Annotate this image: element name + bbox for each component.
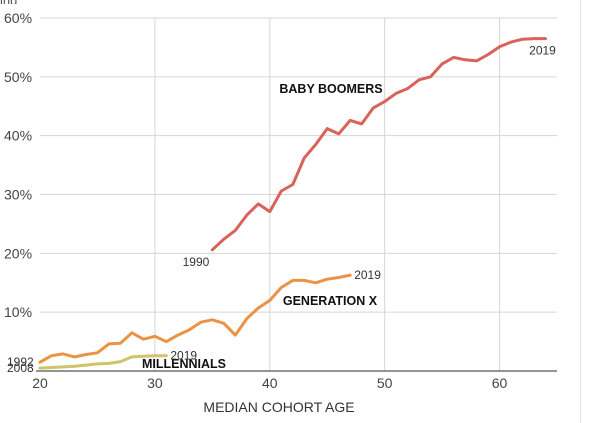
y-tick-label: 60% (4, 10, 32, 26)
series-name-label: GENERATION X (283, 294, 378, 308)
cropped-subtitle-text: ing (0, 0, 60, 4)
y-tick-label: 10% (4, 304, 32, 320)
right-divider (580, 0, 581, 423)
series-line-baby-boomers (210, 37, 547, 252)
series-start-year-label: 1990 (183, 255, 210, 269)
y-tick-label: 40% (4, 128, 32, 144)
series-end-year-label: 2019 (170, 349, 197, 363)
start-year-label: 1992 (7, 355, 34, 369)
y-tick-label: 50% (4, 69, 32, 85)
x-tick-label: 50 (377, 375, 393, 391)
series-end-year-label: 2019 (529, 44, 556, 58)
series-end-year-label: 2019 (354, 268, 381, 282)
series-line-millennials (38, 354, 168, 370)
start-year-label: 2008 (7, 361, 34, 375)
cropped-subtitle-fragment: ing (0, 0, 60, 4)
x-tick-label: 30 (147, 375, 163, 391)
series-name-label: MILLENNIALS (142, 357, 226, 371)
series-name-label: BABY BOOMERS (279, 82, 382, 96)
y-tick-label: 30% (4, 187, 32, 203)
y-tick-label: 20% (4, 245, 32, 261)
series-line-generation-x (38, 273, 352, 364)
x-axis-title: MEDIAN COHORT AGE (203, 399, 354, 415)
x-tick-label: 40 (262, 375, 278, 391)
x-tick-label: 20 (32, 375, 48, 391)
x-tick-label: 60 (492, 375, 508, 391)
